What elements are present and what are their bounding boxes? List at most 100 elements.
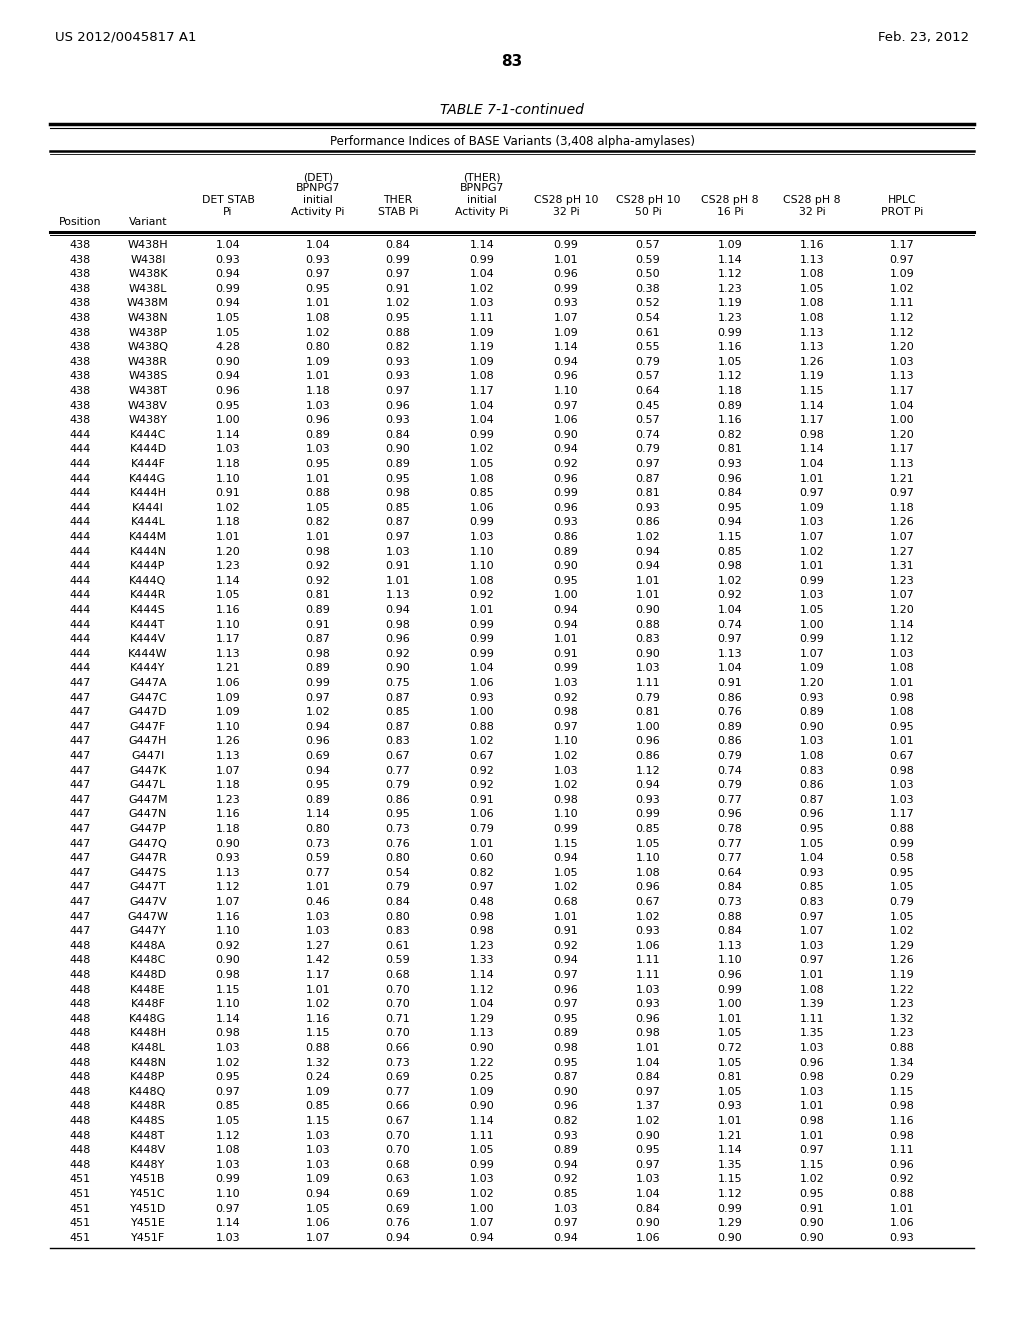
Text: 0.88: 0.88 [890,1043,914,1053]
Text: 1.02: 1.02 [554,751,579,762]
Text: US 2012/0045817 A1: US 2012/0045817 A1 [55,30,197,44]
Text: 0.97: 0.97 [470,882,495,892]
Text: 444: 444 [70,664,91,673]
Text: 0.97: 0.97 [800,1146,824,1155]
Text: 451: 451 [70,1175,90,1184]
Text: K444M: K444M [129,532,167,543]
Text: 0.86: 0.86 [386,795,411,805]
Text: 1.12: 1.12 [216,1131,241,1140]
Text: 0.97: 0.97 [216,1204,241,1213]
Text: 0.98: 0.98 [890,1101,914,1111]
Text: 0.69: 0.69 [386,1189,411,1199]
Text: 1.34: 1.34 [890,1057,914,1068]
Text: 447: 447 [70,824,91,834]
Text: 0.97: 0.97 [554,722,579,731]
Text: 448: 448 [70,1028,91,1039]
Text: Activity Pi: Activity Pi [456,207,509,216]
Text: 1.05: 1.05 [890,882,914,892]
Text: 0.64: 0.64 [636,385,660,396]
Text: 1.03: 1.03 [470,1175,495,1184]
Text: 0.97: 0.97 [386,532,411,543]
Text: 0.68: 0.68 [554,898,579,907]
Text: 1.10: 1.10 [216,722,241,731]
Text: 1.05: 1.05 [800,605,824,615]
Text: 1.03: 1.03 [636,985,660,994]
Text: 0.80: 0.80 [386,853,411,863]
Text: 0.95: 0.95 [800,1189,824,1199]
Text: 1.03: 1.03 [636,664,660,673]
Text: 0.98: 0.98 [890,693,914,702]
Text: 0.89: 0.89 [386,459,411,469]
Text: 447: 447 [70,912,91,921]
Text: 0.88: 0.88 [890,824,914,834]
Text: 0.94: 0.94 [718,517,742,528]
Text: 0.95: 0.95 [386,809,411,820]
Text: 0.86: 0.86 [800,780,824,791]
Text: 1.11: 1.11 [800,1014,824,1024]
Text: 0.90: 0.90 [216,838,241,849]
Text: 1.14: 1.14 [470,1115,495,1126]
Text: 0.50: 0.50 [636,269,660,280]
Text: 1.08: 1.08 [216,1146,241,1155]
Text: 0.82: 0.82 [718,430,742,440]
Text: K448R: K448R [130,1101,166,1111]
Text: 0.98: 0.98 [554,708,579,717]
Text: G447P: G447P [130,824,166,834]
Text: K444P: K444P [130,561,166,572]
Text: G447D: G447D [129,708,167,717]
Text: 0.96: 0.96 [890,1160,914,1170]
Text: 1.20: 1.20 [890,605,914,615]
Text: 0.96: 0.96 [718,474,742,483]
Text: 0.59: 0.59 [386,956,411,965]
Text: 1.02: 1.02 [470,284,495,294]
Text: 0.97: 0.97 [800,912,824,921]
Text: 0.96: 0.96 [386,634,411,644]
Text: 1.01: 1.01 [636,590,660,601]
Text: 1.12: 1.12 [718,269,742,280]
Text: 0.86: 0.86 [554,532,579,543]
Text: BPNPG7: BPNPG7 [460,183,504,193]
Text: 1.01: 1.01 [470,838,495,849]
Text: 0.55: 0.55 [636,342,660,352]
Text: 1.03: 1.03 [306,1146,331,1155]
Text: 0.95: 0.95 [800,824,824,834]
Text: 1.04: 1.04 [800,459,824,469]
Text: 1.22: 1.22 [890,985,914,994]
Text: W438V: W438V [128,400,168,411]
Text: 1.08: 1.08 [470,371,495,381]
Text: 0.89: 0.89 [554,1146,579,1155]
Text: 447: 447 [70,853,91,863]
Text: K444H: K444H [129,488,167,498]
Text: 1.03: 1.03 [800,517,824,528]
Text: 0.81: 0.81 [636,488,660,498]
Text: 1.01: 1.01 [890,678,914,688]
Text: 0.93: 0.93 [216,853,241,863]
Text: 1.00: 1.00 [718,999,742,1010]
Text: 0.48: 0.48 [470,898,495,907]
Text: 0.81: 0.81 [636,708,660,717]
Text: 1.13: 1.13 [470,1028,495,1039]
Text: 1.10: 1.10 [216,619,241,630]
Text: 0.85: 0.85 [636,824,660,834]
Text: 1.01: 1.01 [306,298,331,309]
Text: 1.01: 1.01 [306,474,331,483]
Text: K448Q: K448Q [129,1086,167,1097]
Text: 0.90: 0.90 [636,1131,660,1140]
Text: 0.98: 0.98 [305,546,331,557]
Text: 1.23: 1.23 [216,561,241,572]
Text: 1.16: 1.16 [800,240,824,249]
Text: 0.98: 0.98 [554,795,579,805]
Text: 0.90: 0.90 [554,1086,579,1097]
Text: 0.77: 0.77 [718,853,742,863]
Text: 0.99: 0.99 [470,649,495,659]
Text: 1.14: 1.14 [216,430,241,440]
Text: K448P: K448P [130,1072,166,1082]
Text: 438: 438 [70,255,91,264]
Text: 444: 444 [70,590,91,601]
Text: 1.12: 1.12 [470,985,495,994]
Text: (THER): (THER) [463,172,501,182]
Text: 1.13: 1.13 [800,342,824,352]
Text: 0.98: 0.98 [470,927,495,936]
Text: 1.01: 1.01 [554,634,579,644]
Text: 0.59: 0.59 [305,853,331,863]
